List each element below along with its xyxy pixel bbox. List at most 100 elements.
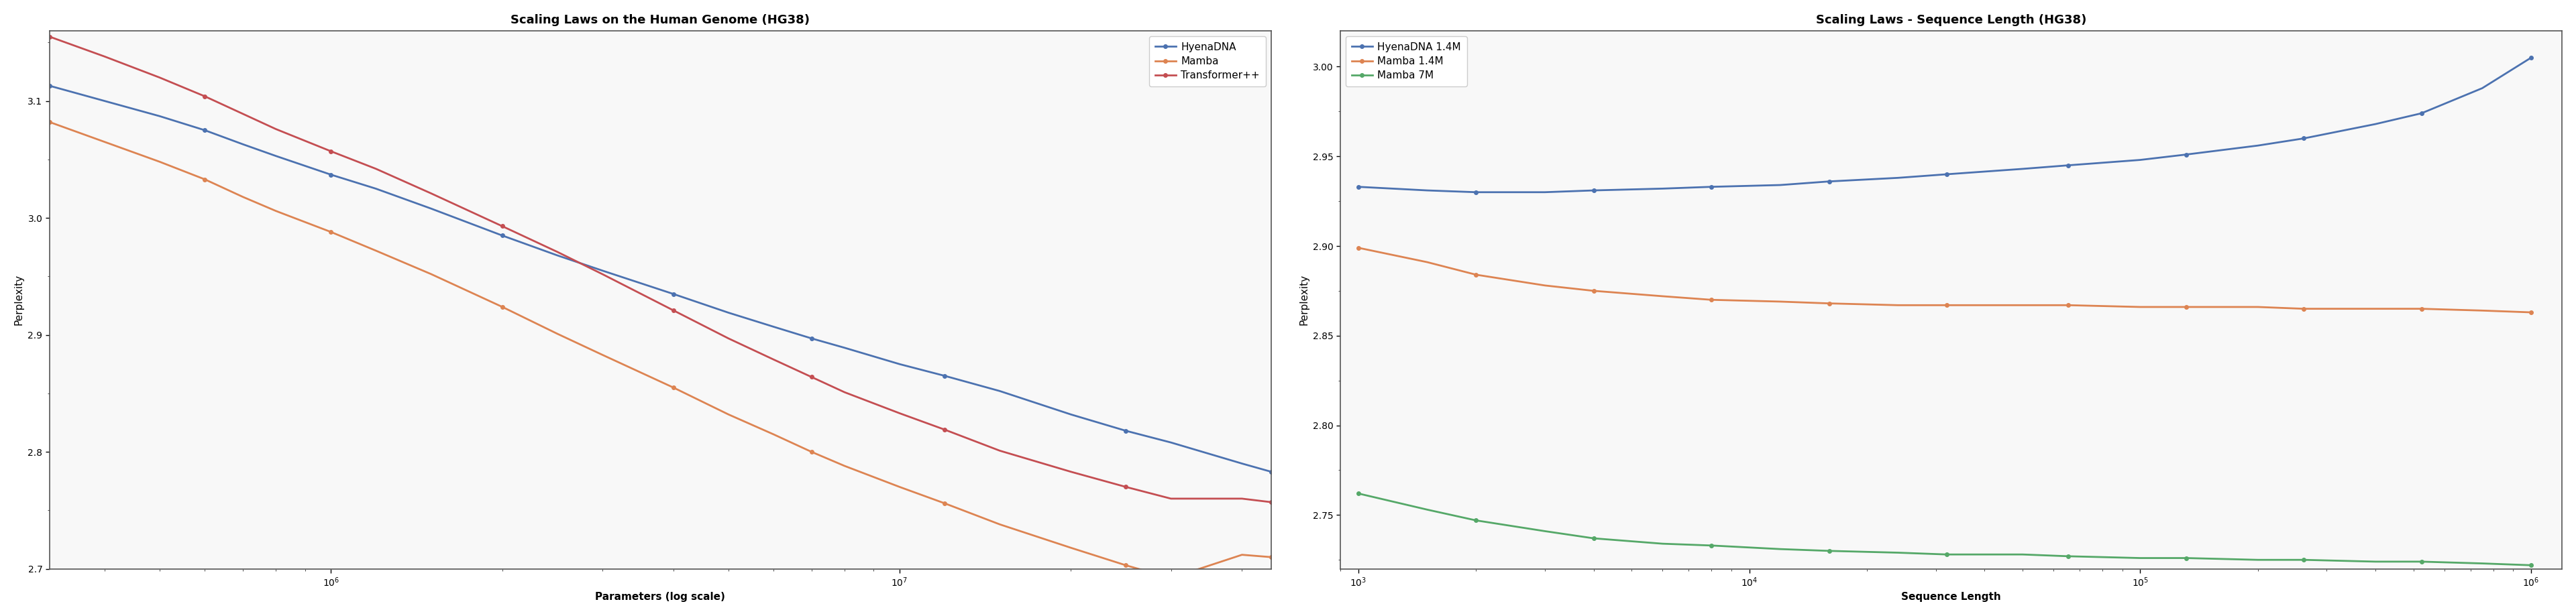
HyenaDNA 1.4M: [1530, 188, 1561, 196]
Legend: HyenaDNA 1.4M, Mamba 1.4M, Mamba 7M: HyenaDNA 1.4M, Mamba 1.4M, Mamba 7M: [1345, 36, 1468, 87]
Transformer++: [415, 190, 446, 197]
Mamba: [587, 351, 618, 359]
HyenaDNA: [90, 97, 121, 105]
HyenaDNA: [796, 334, 827, 342]
HyenaDNA 1.4M: [1461, 188, 1492, 196]
Mamba 1.4M: [1412, 259, 1443, 266]
HyenaDNA: [188, 126, 219, 134]
Mamba 7M: [2125, 554, 2156, 562]
Mamba: [657, 384, 688, 391]
Transformer++: [884, 410, 914, 417]
Transformer++: [227, 110, 258, 118]
Mamba 7M: [1695, 542, 1726, 549]
Transformer++: [188, 92, 219, 100]
Mamba 7M: [1932, 551, 1963, 558]
Transformer++: [587, 270, 618, 278]
Mamba 7M: [2517, 562, 2548, 569]
Mamba 1.4M: [2517, 309, 2548, 316]
HyenaDNA: [587, 267, 618, 274]
HyenaDNA 1.4M: [2360, 120, 2391, 128]
Mamba 1.4M: [1814, 300, 1844, 307]
Mamba 1.4M: [1695, 296, 1726, 304]
HyenaDNA 1.4M: [2172, 151, 2202, 158]
HyenaDNA: [1056, 411, 1087, 418]
Transformer++: [144, 74, 175, 81]
HyenaDNA: [487, 232, 518, 239]
Y-axis label: Perplexity: Perplexity: [13, 274, 23, 325]
Mamba 7M: [1461, 517, 1492, 524]
Mamba: [415, 270, 446, 278]
Line: Mamba: Mamba: [46, 120, 1273, 580]
HyenaDNA 1.4M: [1695, 183, 1726, 190]
Mamba 1.4M: [2360, 305, 2391, 312]
HyenaDNA: [1226, 460, 1257, 468]
Mamba: [884, 483, 914, 490]
Mamba 7M: [2468, 560, 2499, 567]
Mamba 7M: [1646, 540, 1677, 548]
Transformer++: [930, 426, 961, 433]
Mamba: [1056, 544, 1087, 551]
HyenaDNA 1.4M: [2007, 165, 2038, 172]
HyenaDNA: [33, 82, 64, 89]
HyenaDNA: [144, 113, 175, 120]
Title: Scaling Laws on the Human Genome (HG38): Scaling Laws on the Human Genome (HG38): [510, 14, 809, 26]
Mamba: [796, 448, 827, 456]
HyenaDNA: [930, 372, 961, 379]
Transformer++: [1056, 468, 1087, 476]
Mamba: [714, 411, 744, 418]
HyenaDNA: [260, 152, 291, 160]
Mamba 1.4M: [1530, 282, 1561, 289]
X-axis label: Sequence Length: Sequence Length: [1901, 592, 2002, 602]
Transformer++: [714, 334, 744, 342]
Mamba 1.4M: [2241, 303, 2272, 310]
HyenaDNA 1.4M: [2241, 142, 2272, 149]
Mamba: [984, 521, 1015, 528]
Mamba 7M: [2287, 556, 2318, 564]
Transformer++: [541, 248, 572, 256]
Mamba 7M: [2172, 554, 2202, 562]
Line: HyenaDNA: HyenaDNA: [46, 84, 1273, 474]
Line: Mamba 7M: Mamba 7M: [1358, 492, 2532, 567]
Transformer++: [1157, 495, 1188, 502]
Mamba 7M: [2241, 556, 2272, 564]
Transformer++: [984, 447, 1015, 455]
Mamba 1.4M: [2468, 307, 2499, 314]
X-axis label: Parameters (log scale): Parameters (log scale): [595, 592, 726, 602]
Mamba: [541, 330, 572, 338]
HyenaDNA: [1255, 468, 1285, 476]
Mamba: [314, 229, 345, 236]
HyenaDNA: [314, 171, 345, 179]
HyenaDNA: [714, 309, 744, 317]
Line: HyenaDNA 1.4M: HyenaDNA 1.4M: [1358, 56, 2532, 194]
Transformer++: [757, 356, 788, 363]
Mamba 7M: [2360, 558, 2391, 565]
Mamba 7M: [2406, 558, 2437, 565]
Transformer++: [1255, 498, 1285, 506]
HyenaDNA: [1157, 439, 1188, 446]
Mamba 1.4M: [1883, 301, 1914, 309]
Mamba 1.4M: [1461, 271, 1492, 278]
HyenaDNA 1.4M: [1883, 174, 1914, 182]
HyenaDNA: [1110, 427, 1141, 434]
HyenaDNA 1.4M: [2053, 161, 2084, 169]
Mamba 1.4M: [1765, 298, 1795, 306]
Y-axis label: Perplexity: Perplexity: [1298, 274, 1309, 325]
Legend: HyenaDNA, Mamba, Transformer++: HyenaDNA, Mamba, Transformer++: [1149, 36, 1265, 87]
Mamba 1.4M: [1579, 287, 1610, 294]
Title: Scaling Laws - Sequence Length (HG38): Scaling Laws - Sequence Length (HG38): [1816, 14, 2087, 26]
Line: Mamba 1.4M: Mamba 1.4M: [1358, 246, 2532, 314]
Mamba: [227, 193, 258, 201]
Mamba: [188, 176, 219, 183]
Transformer++: [1226, 495, 1257, 502]
Mamba: [487, 303, 518, 310]
Mamba: [1157, 575, 1188, 582]
Mamba: [1255, 553, 1285, 561]
Mamba: [1110, 562, 1141, 569]
Transformer++: [33, 33, 64, 40]
Transformer++: [90, 53, 121, 60]
Mamba 7M: [1579, 535, 1610, 542]
Mamba 1.4M: [1646, 293, 1677, 300]
Mamba: [33, 118, 64, 126]
Mamba 1.4M: [2007, 301, 2038, 309]
Mamba: [930, 500, 961, 507]
